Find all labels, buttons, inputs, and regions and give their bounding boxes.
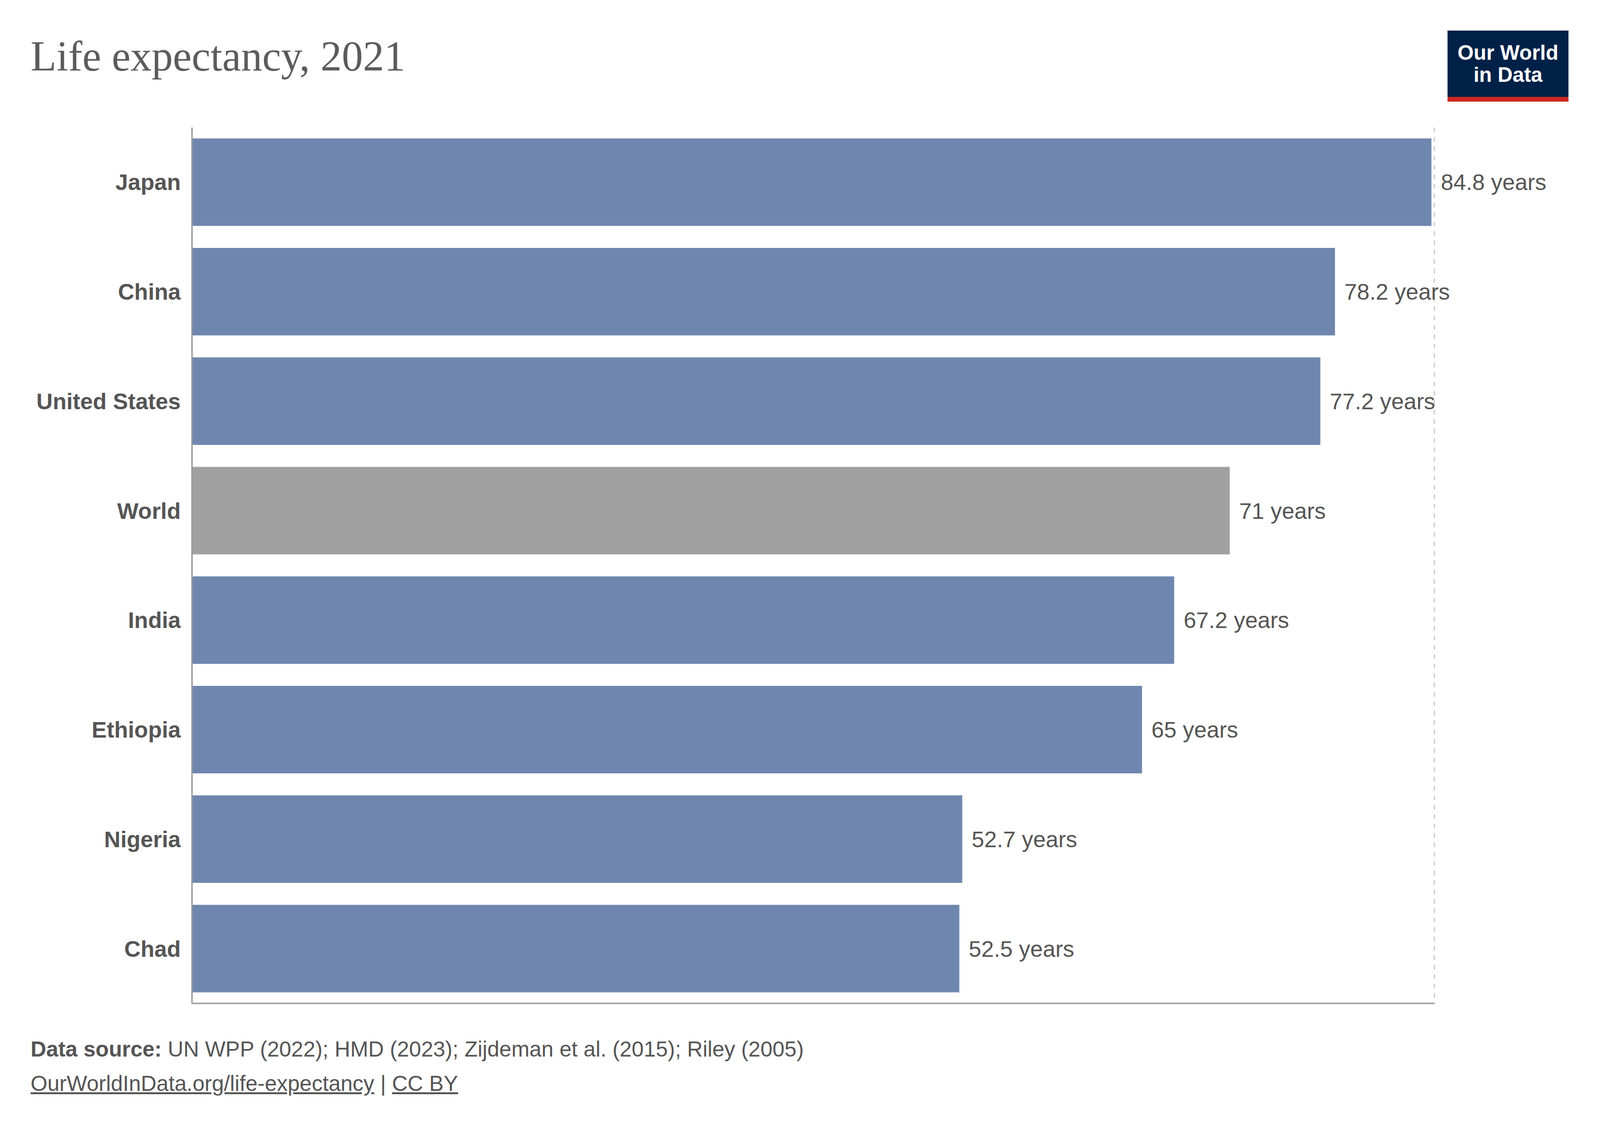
svg-text:United States: United States <box>36 389 181 415</box>
svg-text:67.2 years: 67.2 years <box>1183 608 1289 633</box>
svg-text:52.7 years: 52.7 years <box>971 827 1078 853</box>
svg-text:China: China <box>118 279 182 305</box>
html-text:Our World: Our World <box>1457 41 1559 65</box>
html-text:Life expectancy, 2021: Life expectancy, 2021 <box>30 32 406 80</box>
html-text:Data source: UN WPP (2022); HM: Data source: UN WPP (2022); HMD (2023); … <box>30 1037 804 1062</box>
html-text:OurWorldInData.org/life-expect: OurWorldInData.org/life-expectancy | CC … <box>30 1071 459 1096</box>
svg-text:65 years: 65 years <box>1151 717 1239 743</box>
svg-text:52.5 years: 52.5 years <box>968 936 1075 962</box>
html-text:in Data: in Data <box>1473 62 1543 86</box>
svg-text:78.2 years: 78.2 years <box>1344 279 1450 305</box>
svg-text:84.8 years: 84.8 years <box>1440 169 1547 195</box>
svg-text:Nigeria: Nigeria <box>104 827 181 853</box>
svg-text:Japan: Japan <box>115 169 181 195</box>
svg-text:Ethiopia: Ethiopia <box>91 717 182 743</box>
svg-text:Chad: Chad <box>124 936 181 962</box>
svg-text:India: India <box>128 608 181 633</box>
svg-text:World: World <box>117 498 181 524</box>
svg-text:71 years: 71 years <box>1239 498 1326 524</box>
svg-text:77.2 years: 77.2 years <box>1329 389 1436 415</box>
